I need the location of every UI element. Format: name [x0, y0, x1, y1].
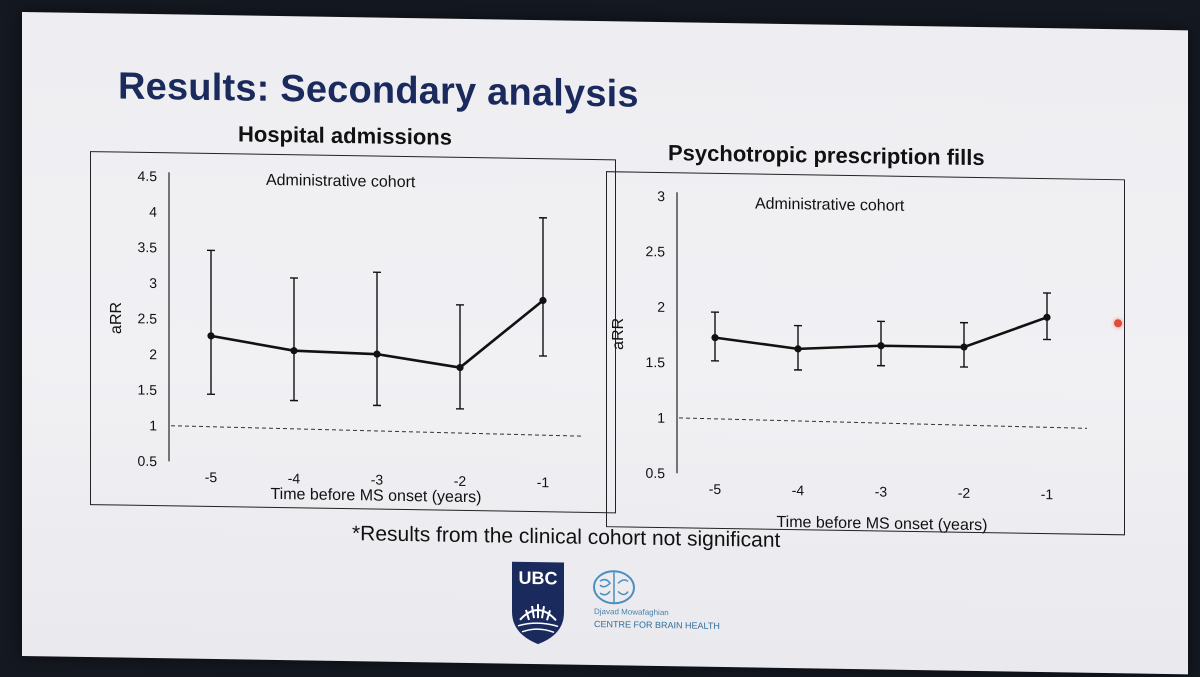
hospital-xtick-label: -2 — [454, 473, 467, 489]
psychotropic-xtick-label: -1 — [1041, 486, 1054, 502]
hospital-xtick-label: -1 — [537, 474, 550, 490]
chart-panel-hospital: 4.5 4 3.5 3 2.5 2 1.5 1 0.5 -5 -4 -3 -2 -1 Time before… — [90, 151, 616, 514]
psychotropic-xtick-label: -2 — [958, 485, 971, 501]
hospital-data-point — [456, 363, 464, 372]
centre-name-line1: Djavad Mowafaghian — [594, 606, 669, 618]
psychotropic-ytick-label: 3 — [657, 188, 665, 204]
psychotropic-xtick-label: -5 — [709, 481, 722, 497]
hospital-y-axis-label: aRR — [108, 302, 125, 334]
psychotropic-ytick-label: 2.5 — [646, 243, 666, 259]
psychotropic-annotation: Administrative cohort — [755, 196, 905, 215]
chart-svg-hospital: 4.5 4 3.5 3 2.5 2 1.5 1 0.5 -5 -4 -3 -2 -1 Time before… — [108, 168, 584, 506]
psychotropic-ytick-label: 2 — [657, 299, 665, 315]
slide: Results: Secondary analysis Hospital adm… — [22, 12, 1188, 675]
psychotropic-data-point — [1043, 313, 1051, 321]
brain-icon — [593, 570, 635, 605]
psychotropic-ytick-label: 1.5 — [646, 354, 666, 370]
centre-name-line2: CENTRE FOR BRAIN HEALTH — [594, 618, 720, 631]
ubc-logo: UBC — [512, 561, 564, 645]
hospital-xtick-label: -5 — [205, 469, 218, 485]
psychotropic-ytick-label: 1 — [657, 410, 665, 426]
hospital-ytick-label: 1.5 — [138, 382, 158, 398]
hospital-xtick-label: -4 — [288, 470, 301, 486]
chart-title-psychotropic: Psychotropic prescription fills — [668, 140, 985, 171]
psychotropic-data-point — [711, 334, 719, 342]
psychotropic-data-point — [877, 342, 885, 350]
psychotropic-data-point — [794, 345, 802, 353]
chart-svg-psychotropic: 3 2.5 2 1.5 1 0.5 -5 -4 -3 -2 -1 Time before MS ons… — [610, 188, 1088, 534]
slide-title: Results: Secondary analysis — [118, 65, 639, 116]
hospital-data-point — [539, 296, 547, 305]
hospital-ytick-label: 0.5 — [138, 453, 158, 469]
psychotropic-data-point — [960, 343, 968, 351]
hospital-ytick-label: 3 — [149, 275, 157, 291]
chart-panel-psychotropic: 3 2.5 2 1.5 1 0.5 -5 -4 -3 -2 -1 Time before MS ons… — [606, 171, 1125, 536]
hospital-xtick-label: -3 — [371, 471, 384, 487]
hospital-ytick-label: 2 — [149, 346, 157, 362]
psychotropic-x-axis-label: Time before MS onset (years) — [776, 514, 987, 534]
ubc-logo-text: UBC — [519, 568, 558, 589]
hospital-ytick-label: 3.5 — [138, 239, 158, 255]
psychotropic-reference-line — [678, 417, 1088, 429]
hospital-x-axis-label: Time before MS onset (years) — [270, 486, 481, 506]
hospital-ytick-label: 2.5 — [138, 310, 158, 326]
hospital-data-point — [290, 347, 298, 355]
hospital-ytick-label: 1 — [149, 417, 157, 433]
hospital-ytick-label: 4.5 — [138, 168, 158, 184]
chart-title-hospital: Hospital admissions — [238, 121, 452, 150]
laser-pointer-dot — [1114, 319, 1122, 328]
hospital-data-point — [207, 332, 215, 340]
hospital-annotation: Administrative cohort — [266, 172, 416, 191]
psychotropic-ytick-label: 0.5 — [646, 465, 666, 481]
psychotropic-y-axis-label: aRR — [610, 318, 627, 350]
psychotropic-xtick-label: -3 — [875, 483, 888, 499]
psychotropic-xtick-label: -4 — [792, 482, 805, 498]
hospital-data-point — [373, 350, 381, 358]
hospital-reference-line — [170, 425, 584, 437]
hospital-ytick-label: 4 — [149, 204, 157, 220]
